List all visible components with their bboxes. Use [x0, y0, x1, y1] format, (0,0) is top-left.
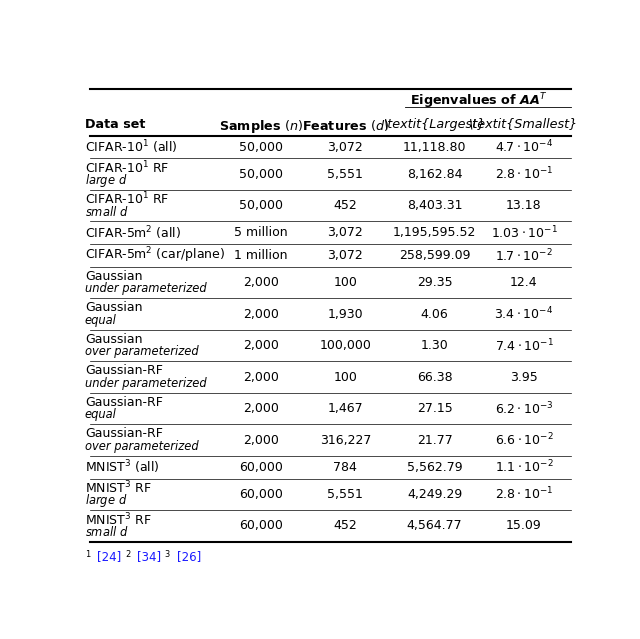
Text: 5 million: 5 million	[234, 226, 288, 240]
Text: 1 million: 1 million	[234, 249, 288, 262]
Text: small $d$: small $d$	[85, 205, 129, 219]
Text: 13.18: 13.18	[506, 199, 541, 212]
Text: 27.15: 27.15	[417, 402, 452, 415]
Text: 50,000: 50,000	[239, 141, 283, 153]
Text: 1,467: 1,467	[328, 402, 363, 415]
Text: 258,599.09: 258,599.09	[399, 249, 470, 262]
Text: Gaussian: Gaussian	[85, 302, 143, 314]
Text: 8,162.84: 8,162.84	[407, 167, 462, 181]
Text: $6.6 \cdot 10^{-2}$: $6.6 \cdot 10^{-2}$	[495, 432, 553, 449]
Text: 60,000: 60,000	[239, 461, 283, 473]
Text: $2.8 \cdot 10^{-1}$: $2.8 \cdot 10^{-1}$	[495, 166, 553, 183]
Text: MNIST$^3$ RF: MNIST$^3$ RF	[85, 511, 152, 528]
Text: $4.7 \cdot 10^{-4}$: $4.7 \cdot 10^{-4}$	[495, 139, 553, 155]
Text: [34]: [34]	[137, 550, 161, 563]
Text: equal: equal	[85, 408, 117, 422]
Text: Gaussian: Gaussian	[85, 333, 143, 346]
Text: CIFAR-5m$^2$ (car/plane): CIFAR-5m$^2$ (car/plane)	[85, 246, 225, 265]
Text: 2,000: 2,000	[243, 276, 279, 289]
Text: 60,000: 60,000	[239, 488, 283, 501]
Text: \textit{Smallest}: \textit{Smallest}	[469, 118, 579, 130]
Text: [24]: [24]	[97, 550, 122, 563]
Text: 2,000: 2,000	[243, 402, 279, 415]
Text: Gaussian-RF: Gaussian-RF	[85, 364, 163, 378]
Text: small $d$: small $d$	[85, 525, 129, 539]
Text: large $d$: large $d$	[85, 172, 127, 189]
Text: over parameterized: over parameterized	[85, 440, 198, 453]
Text: 3,072: 3,072	[328, 249, 364, 262]
Text: Samples $(n)$: Samples $(n)$	[219, 118, 303, 135]
Text: 2,000: 2,000	[243, 434, 279, 447]
Text: $^1$: $^1$	[85, 550, 92, 563]
Text: Data set: Data set	[85, 118, 145, 130]
Text: [26]: [26]	[177, 550, 201, 563]
Text: 100,000: 100,000	[319, 339, 371, 352]
Text: Gaussian-RF: Gaussian-RF	[85, 427, 163, 440]
Text: $1.7 \cdot 10^{-2}$: $1.7 \cdot 10^{-2}$	[495, 247, 553, 264]
Text: large $d$: large $d$	[85, 492, 127, 509]
Text: 3,072: 3,072	[328, 141, 364, 153]
Text: $3.4 \cdot 10^{-4}$: $3.4 \cdot 10^{-4}$	[494, 306, 554, 323]
Text: 1,195,595.52: 1,195,595.52	[393, 226, 476, 240]
Text: CIFAR-10$^1$ RF: CIFAR-10$^1$ RF	[85, 191, 170, 208]
Text: $1.1 \cdot 10^{-2}$: $1.1 \cdot 10^{-2}$	[495, 459, 553, 475]
Text: 5,562.79: 5,562.79	[407, 461, 463, 473]
Text: $1.03 \cdot 10^{-1}$: $1.03 \cdot 10^{-1}$	[490, 224, 557, 241]
Text: MNIST$^3$ RF: MNIST$^3$ RF	[85, 480, 152, 497]
Text: 2,000: 2,000	[243, 308, 279, 321]
Text: $2.8 \cdot 10^{-1}$: $2.8 \cdot 10^{-1}$	[495, 486, 553, 503]
Text: 15.09: 15.09	[506, 520, 542, 532]
Text: 5,551: 5,551	[328, 488, 364, 501]
Text: CIFAR-10$^1$ RF: CIFAR-10$^1$ RF	[85, 160, 170, 176]
Text: 316,227: 316,227	[319, 434, 371, 447]
Text: 2,000: 2,000	[243, 339, 279, 352]
Text: 66.38: 66.38	[417, 371, 452, 383]
Text: 50,000: 50,000	[239, 167, 283, 181]
Text: CIFAR-10$^1$ (all): CIFAR-10$^1$ (all)	[85, 138, 177, 156]
Text: under parameterized: under parameterized	[85, 282, 207, 295]
Text: Gaussian-RF: Gaussian-RF	[85, 396, 163, 409]
Text: $^3$: $^3$	[164, 550, 171, 563]
Text: under parameterized: under parameterized	[85, 377, 207, 390]
Text: MNIST$^3$ (all): MNIST$^3$ (all)	[85, 459, 159, 476]
Text: Eigenvalues of $\boldsymbol{A}\boldsymbol{A}^T$: Eigenvalues of $\boldsymbol{A}\boldsymbo…	[410, 91, 548, 111]
Text: 784: 784	[333, 461, 357, 473]
Text: 5,551: 5,551	[328, 167, 364, 181]
Text: over parameterized: over parameterized	[85, 346, 198, 358]
Text: 100: 100	[333, 371, 357, 383]
Text: Gaussian: Gaussian	[85, 270, 143, 283]
Text: 1.30: 1.30	[420, 339, 449, 352]
Text: CIFAR-5m$^2$ (all): CIFAR-5m$^2$ (all)	[85, 224, 181, 242]
Text: 60,000: 60,000	[239, 520, 283, 532]
Text: equal: equal	[85, 314, 117, 327]
Text: 12.4: 12.4	[510, 276, 538, 289]
Text: 1,930: 1,930	[328, 308, 363, 321]
Text: $^2$: $^2$	[125, 550, 131, 563]
Text: 8,403.31: 8,403.31	[407, 199, 462, 212]
Text: Features $(d)$: Features $(d)$	[302, 118, 389, 132]
Text: 29.35: 29.35	[417, 276, 452, 289]
Text: \textit{Largest}: \textit{Largest}	[383, 118, 486, 130]
Text: 50,000: 50,000	[239, 199, 283, 212]
Text: 11,118.80: 11,118.80	[403, 141, 467, 153]
Text: 21.77: 21.77	[417, 434, 452, 447]
Text: 4,249.29: 4,249.29	[407, 488, 462, 501]
Text: 452: 452	[333, 520, 357, 532]
Text: 100: 100	[333, 276, 357, 289]
Text: $6.2 \cdot 10^{-3}$: $6.2 \cdot 10^{-3}$	[495, 401, 553, 417]
Text: 3.95: 3.95	[510, 371, 538, 383]
Text: $7.4 \cdot 10^{-1}$: $7.4 \cdot 10^{-1}$	[495, 337, 554, 354]
Text: 4,564.77: 4,564.77	[407, 520, 463, 532]
Text: 4.06: 4.06	[420, 308, 449, 321]
Text: 2,000: 2,000	[243, 371, 279, 383]
Text: 3,072: 3,072	[328, 226, 364, 240]
Text: 452: 452	[333, 199, 357, 212]
